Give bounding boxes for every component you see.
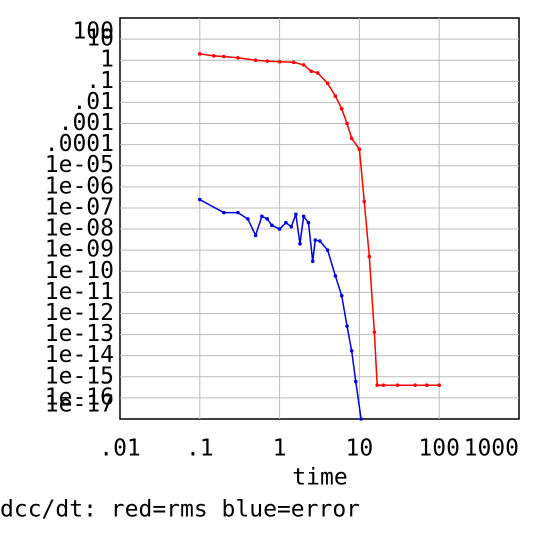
data-point	[291, 60, 296, 65]
data-point	[253, 58, 258, 63]
data-point	[306, 220, 311, 225]
y-tick-label: .01	[72, 89, 114, 115]
y-tick-label: 1e-12	[45, 300, 114, 326]
series-line	[199, 53, 440, 386]
y-tick-label: 1e-08	[45, 216, 114, 242]
x-tick-label: 1000	[464, 436, 519, 462]
data-point	[222, 210, 226, 215]
data-point	[413, 383, 417, 387]
data-point	[310, 259, 315, 263]
x-tick-label: 1	[273, 436, 287, 462]
y-tick-label: 1e-11	[45, 279, 114, 305]
data-point	[381, 383, 386, 387]
data-point	[349, 349, 354, 353]
data-point	[339, 106, 344, 111]
data-point	[353, 379, 358, 384]
data-point	[212, 54, 216, 58]
data-point	[359, 417, 363, 421]
y-tick-label: .001	[59, 110, 114, 136]
plot-frame	[119, 17, 520, 420]
data-point	[362, 199, 367, 204]
data-point	[284, 220, 288, 225]
data-point	[246, 217, 250, 221]
data-point	[437, 383, 442, 387]
y-tick-label: 1e-16	[45, 384, 114, 410]
data-point	[265, 217, 270, 221]
data-point	[289, 224, 294, 229]
data-point	[298, 242, 302, 246]
x-tick-label: 10	[346, 436, 374, 462]
data-point	[325, 248, 330, 252]
data-point	[345, 121, 349, 126]
data-point	[333, 274, 338, 278]
y-tick-label: 1e-09	[45, 237, 114, 263]
data-point	[277, 59, 282, 64]
data-point	[253, 233, 258, 238]
data-point	[372, 330, 377, 334]
y-tick-label: 1e-15	[45, 363, 114, 389]
data-point	[309, 69, 314, 74]
y-tick-label: 1e-10	[45, 258, 114, 284]
data-point	[357, 147, 362, 152]
y-tick-label: 10	[86, 26, 114, 52]
y-tick-label: .1	[86, 68, 114, 94]
y-tick-label: .0001	[45, 131, 114, 157]
data-point	[339, 293, 344, 298]
data-point	[375, 383, 379, 387]
data-point	[294, 212, 298, 217]
data-point	[395, 383, 400, 387]
data-point	[198, 52, 202, 56]
data-point	[260, 214, 264, 219]
data-point	[313, 238, 318, 242]
x-tick-label: .01	[99, 436, 141, 462]
y-tick-label: 1e-14	[45, 342, 114, 368]
data-point	[236, 210, 240, 215]
data-point	[301, 63, 306, 67]
data-point	[345, 324, 349, 328]
x-tick-label: 100	[418, 436, 460, 462]
data-point	[425, 383, 429, 387]
caption: dcc/dt: red=rms blue=error	[0, 497, 360, 523]
x-axis-label: time	[292, 465, 347, 491]
data-point	[325, 81, 330, 86]
data-point	[222, 54, 226, 59]
data-point	[301, 214, 306, 219]
y-tick-label: 1e-05	[45, 152, 114, 178]
y-tick-label: 1e-07	[45, 194, 114, 220]
y-tick-label: 1e-17	[45, 392, 114, 418]
data-point	[349, 136, 354, 141]
y-tick-label: 100	[72, 19, 114, 45]
data-point	[315, 71, 320, 75]
data-point	[318, 239, 322, 243]
y-tick-label: 1e-13	[45, 321, 114, 347]
data-point	[198, 197, 202, 202]
data-point	[265, 59, 270, 63]
data-point	[236, 56, 240, 60]
data-point	[277, 227, 282, 231]
data-point	[333, 94, 338, 98]
data-point	[270, 223, 274, 228]
series-line	[199, 198, 362, 420]
y-tick-label: 1e-06	[45, 173, 114, 199]
y-tick-label: 1	[100, 47, 114, 73]
x-tick-label: .1	[186, 436, 214, 462]
data-point	[367, 254, 372, 259]
